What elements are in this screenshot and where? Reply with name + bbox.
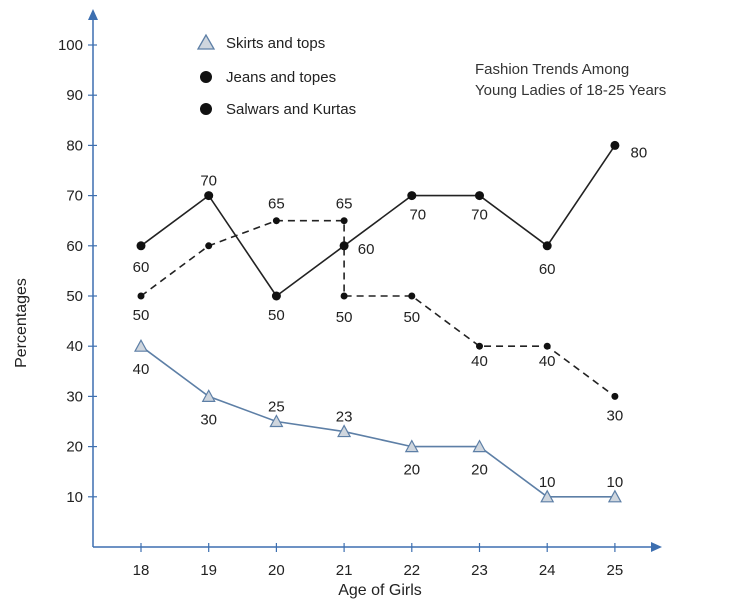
series-1-data-label: 23: [336, 409, 353, 426]
series-3-data-label: 70: [471, 207, 488, 224]
y-tick-label: 20: [66, 439, 83, 456]
y-tick-label: 70: [66, 188, 83, 205]
legend-label: Skirts and tops: [226, 35, 325, 52]
series-1-data-label: 20: [471, 462, 488, 479]
y-axis-title: Percentages: [13, 278, 30, 368]
series-2-point-marker: [340, 292, 348, 300]
series-3-point-marker: [407, 191, 417, 201]
series-3-point-marker: [542, 241, 552, 251]
series-2-data-label: 50: [403, 309, 420, 326]
series-2-data-label: 50: [336, 309, 353, 326]
y-tick-label: 10: [66, 489, 83, 506]
series-3-data-label: 60: [133, 259, 150, 276]
legend-label: Jeans and topes: [226, 69, 336, 86]
series-layer: [133, 140, 622, 503]
series-2-point-marker: [272, 217, 280, 225]
y-tick-label: 60: [66, 238, 83, 255]
series-3-point-marker: [136, 241, 146, 251]
axes-layer: 10 20 30 40 50 60 70 80 90 100 18 19 20 21 22 23 24 25: [58, 9, 662, 579]
series-2-data-label: 65: [268, 196, 285, 213]
series-2-point-marker: [137, 292, 145, 300]
series-3-data-label: 60: [539, 261, 556, 278]
legend: Skirts and tops Jeans and topes Salwars an…: [196, 33, 356, 118]
y-tick-label: 80: [66, 137, 83, 154]
series-1-data-label: 10: [539, 474, 556, 491]
series-2-point-marker: [408, 292, 416, 300]
x-tick-label: 25: [607, 562, 624, 579]
labels-layer: 40 30 25 23 20 20 10 10 50 65 65 50 50 40 40 30 60 70 50 60…: [133, 144, 648, 490]
series-1-data-label: 30: [200, 411, 217, 428]
series-1-data-label: 40: [133, 361, 150, 378]
x-tick-label: 20: [268, 562, 285, 579]
series-3-point-marker: [475, 191, 484, 201]
x-tick-label: 24: [539, 562, 556, 579]
series-1-data-label: 10: [607, 474, 624, 491]
x-axis-title: Age of Girls: [338, 582, 422, 599]
series-2-point-marker: [543, 342, 551, 350]
series-1-triangle-marker: [607, 489, 622, 503]
series-3-data-label: 70: [409, 207, 426, 224]
series-2-point-marker: [205, 242, 213, 250]
series-1-triangle-marker: [201, 389, 216, 402]
annotation-line-1: Fashion Trends Among: [475, 61, 629, 78]
legend-label: Salwars and Kurtas: [226, 101, 356, 118]
series-1-data-label: 25: [268, 399, 285, 416]
legend-circle-marker: [200, 103, 212, 115]
series-3-data-label: 60: [358, 241, 375, 258]
y-tick-label: 90: [66, 87, 83, 104]
series-3-data-label: 80: [631, 144, 648, 161]
y-axis-arrow: [88, 9, 98, 20]
series-1-triangle-marker: [337, 424, 352, 438]
x-tick-label: 23: [471, 562, 488, 579]
series-2-data-label: 30: [607, 407, 624, 424]
y-tick-label: 30: [66, 388, 83, 405]
series-2-data-label: 50: [133, 307, 150, 324]
series-line-2: [140, 219, 616, 398]
series-3-point-marker: [204, 191, 214, 201]
y-tick-label: 40: [66, 338, 83, 355]
series-1-triangle-marker: [540, 489, 555, 503]
series-line-1: [140, 345, 615, 498]
series-3-data-label: 50: [268, 307, 285, 324]
series-line-3: [140, 144, 616, 298]
x-axis-arrow: [651, 542, 662, 552]
y-tick-label: 50: [66, 288, 83, 305]
series-1-triangle-marker: [133, 338, 149, 352]
series-3-point-marker: [339, 241, 349, 251]
series-2-data-label: 65: [336, 196, 353, 213]
series-2-data-label: 40: [539, 353, 556, 370]
series-1-triangle-marker: [269, 414, 284, 428]
annotation-line-2: Young Ladies of 18-25 Years: [475, 82, 666, 99]
series-2-point-marker: [476, 342, 483, 350]
legend-circle-marker: [200, 71, 212, 83]
x-tick-label: 18: [133, 562, 150, 579]
series-2-point-marker: [611, 392, 619, 400]
x-tick-label: 22: [403, 562, 420, 579]
series-3-data-label: 70: [200, 173, 217, 190]
y-tick-label: 100: [58, 37, 83, 54]
series-2-data-label: 40: [471, 353, 488, 370]
series-1-data-label: 20: [403, 462, 420, 479]
series-3-point-marker: [271, 291, 281, 301]
series-1-triangle-marker: [472, 439, 487, 453]
series-3-point-marker: [610, 140, 620, 150]
x-tick-label: 21: [336, 562, 353, 579]
x-tick-label: 19: [200, 562, 217, 579]
legend-triangle-marker: [196, 33, 216, 50]
series-1-triangle-marker: [404, 439, 419, 453]
series-2-point-marker: [340, 217, 348, 225]
